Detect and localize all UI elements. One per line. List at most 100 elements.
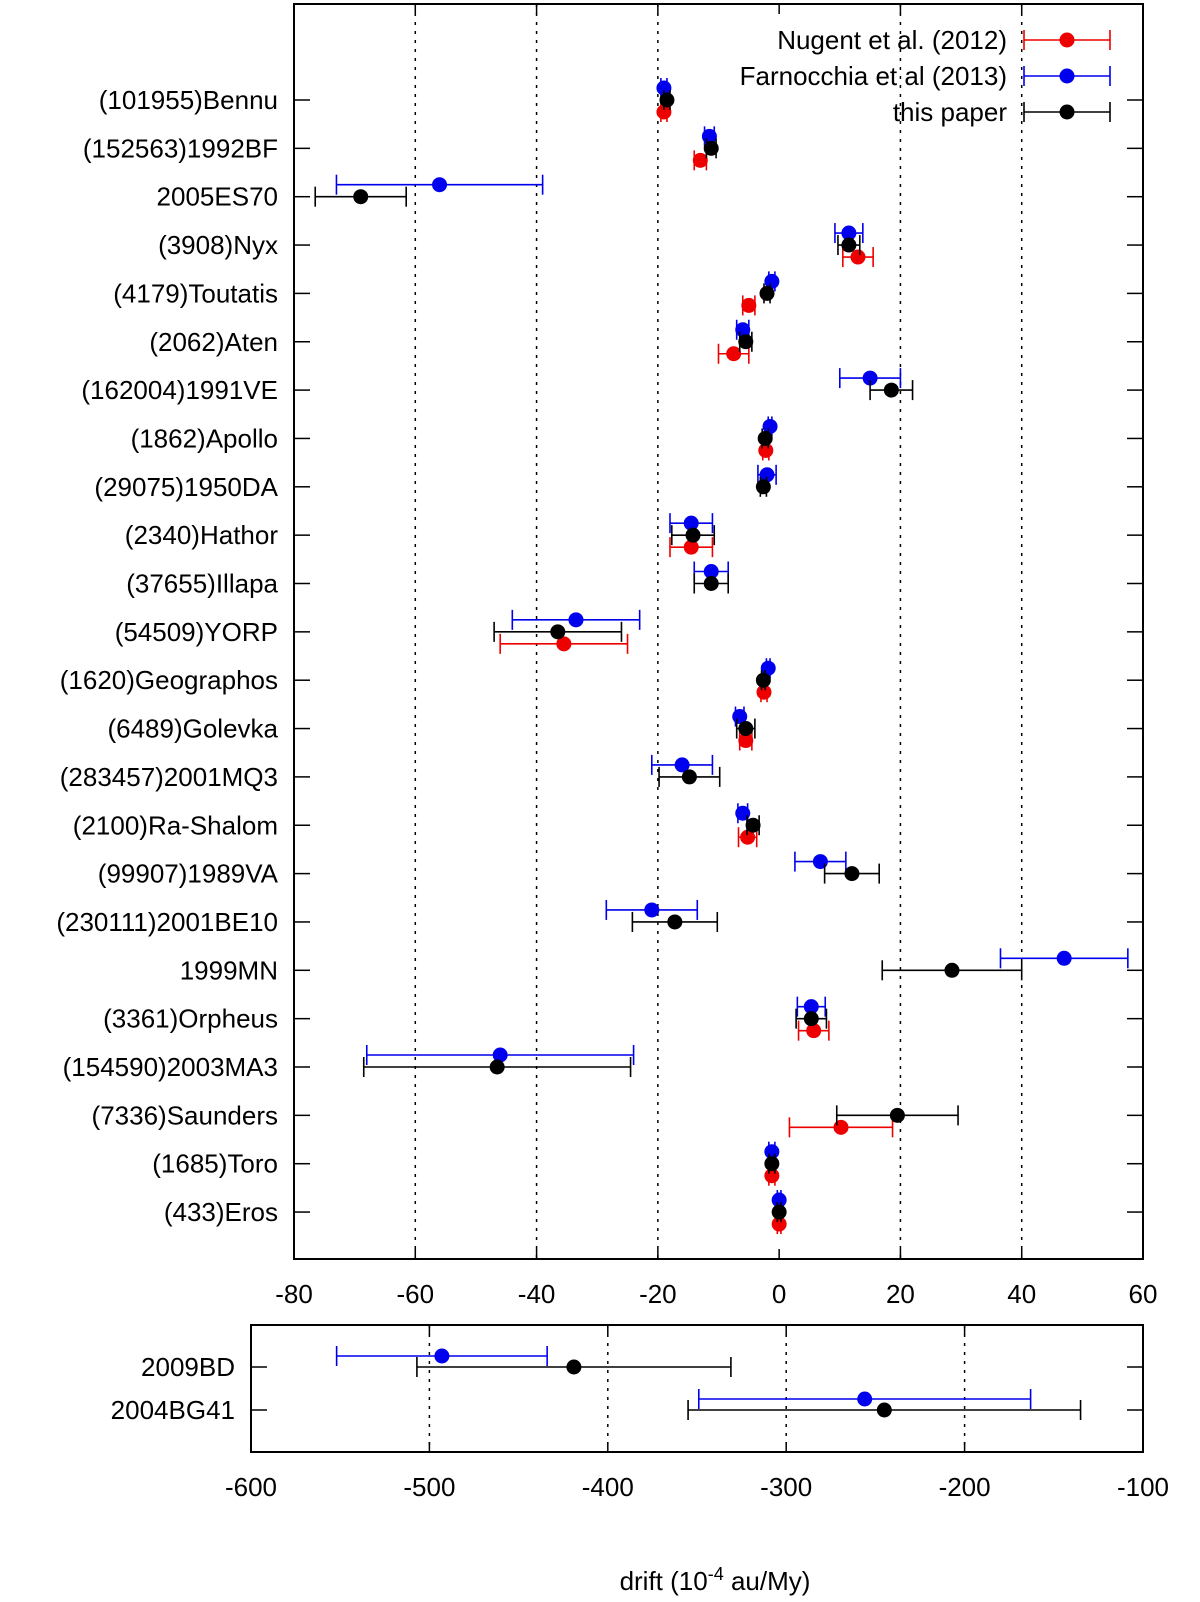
top-this_paper-point [353,189,369,205]
bottom-farnocchia-point [857,1391,873,1407]
top-nugent-point [738,733,754,749]
top-this_paper-point [745,817,761,833]
bottom-x-tick-label: -600 [225,1472,277,1502]
top-farnocchia-point [703,564,719,579]
top-nugent-point [726,346,742,362]
top-farnocchia-point [771,1192,787,1208]
top-this_paper-point [841,237,857,253]
top-nugent-point [756,684,772,700]
top-x-tick-label: -60 [396,1279,434,1309]
top-y-tick-label: (37655)Illapa [126,569,278,599]
top-nugent-point [833,1119,849,1135]
top-farnocchia-point [812,854,828,870]
top-y-tick-label: (54509)YORP [115,617,278,647]
top-y-tick-label: (99907)1989VA [98,859,279,889]
legend-marker [1059,104,1075,120]
top-y-tick-label: (3361)Orpheus [103,1004,278,1034]
top-this_paper-point [803,1011,819,1027]
top-y-tick-label: (2340)Hathor [125,520,279,550]
top-x-tick-label: 20 [886,1279,915,1309]
legend-marker [1059,68,1075,84]
top-nugent-point [771,1216,787,1232]
top-this_paper-point [703,576,719,591]
legend-label: Nugent et al. (2012) [777,25,1007,55]
top-y-tick-label: (6489)Golevka [107,714,278,744]
top-this_paper-point [703,140,719,156]
top-nugent-point [741,297,757,313]
top-nugent-point [656,104,672,120]
top-farnocchia-point [759,467,775,483]
bottom-y-tick-label: 2004BG41 [111,1395,235,1425]
top-y-tick-label: (283457)2001MQ3 [60,762,278,792]
top-farnocchia-point [492,1047,508,1063]
top-farnocchia-point [803,999,819,1015]
top-y-tick-label: 2005ES70 [157,182,278,212]
top-farnocchia-point [683,515,699,531]
top-this_paper-point [755,672,771,688]
top-y-tick-label: (1620)Geographos [60,665,278,695]
top-this_paper-point [844,866,860,882]
top-this_paper-point [755,479,771,495]
top-nugent-point [692,152,708,168]
bottom-x-tick-label: -100 [1117,1472,1169,1502]
top-this_paper-point [667,914,683,930]
top-this_paper-point [771,1204,787,1220]
top-y-tick-label: (4179)Toutatis [113,278,278,308]
top-farnocchia-point [432,177,448,193]
top-this_paper-point [659,92,675,108]
top-y-tick-label: (1685)Toro [152,1149,278,1179]
x-axis-label: drift (10-4 au/My) [620,1564,811,1596]
top-this_paper-point [757,430,773,446]
top-farnocchia-point [841,225,857,241]
legend-marker [1059,32,1075,48]
top-this_paper-point [889,1107,905,1123]
top-this_paper-point [764,1156,780,1172]
top-y-tick-label: 1999MN [180,955,278,985]
bottom-x-tick-label: -200 [939,1472,991,1502]
bottom-farnocchia-point [434,1348,450,1364]
top-y-tick-label: (29075)1950DA [94,472,278,502]
x-axis-label-tail: au/My) [724,1566,811,1596]
top-x-tick-label: 0 [772,1279,786,1309]
top-y-tick-label: (154590)2003MA3 [63,1052,278,1082]
x-axis-label-head: drift (10 [620,1566,708,1596]
bottom-frame [250,1324,1144,1453]
x-axis-label-sup: -4 [708,1564,724,1584]
top-x-tick-label: 60 [1129,1279,1158,1309]
top-frame [293,3,1144,1260]
top-y-tick-label: (152563)1992BF [83,133,278,163]
legend-label: Farnocchia et al (2013) [740,61,1007,91]
top-y-tick-label: (7336)Saunders [92,1100,278,1130]
legend-label: this paper [893,97,1008,127]
top-nugent-point [556,636,572,652]
panel-top: -80 -60 -40 -20 0 20 40 60 (101955)Bennu (152563)… [56,3,1158,1309]
top-y-tick-label: (2062)Aten [149,327,278,357]
top-y-tick-label: (230111)2001BE10 [56,907,278,937]
top-farnocchia-point [862,370,878,386]
top-y-tick-label: (162004)1991VE [81,375,278,405]
top-this_paper-point [944,962,960,978]
bottom-y-tick-label: 2009BD [141,1352,235,1382]
top-y-tick-label: (1862)Apollo [131,423,278,453]
top-y-tick-label: (433)Eros [164,1197,278,1227]
top-nugent-point [806,1023,822,1039]
top-farnocchia-point [568,612,584,628]
top-farnocchia-point [762,418,778,434]
legend: Nugent et al. (2012) Farnocchia et al (20… [740,25,1111,127]
top-y-tick-label: (101955)Bennu [99,85,278,115]
top-this_paper-point [685,527,701,543]
top-y-tick-label: (2100)Ra-Shalom [73,810,278,840]
bottom-this_paper-point [566,1359,582,1375]
top-farnocchia-point [735,805,751,821]
top-nugent-point [740,829,756,845]
top-x-tick-label: -40 [518,1279,556,1309]
top-this_paper-point [681,769,697,785]
bottom-x-tick-label: -300 [760,1472,812,1502]
top-farnocchia-point [656,80,672,96]
bottom-this_paper-point [876,1402,892,1418]
top-this_paper-point [738,721,754,737]
top-farnocchia-point [644,902,660,918]
top-x-tick-label: 40 [1007,1279,1036,1309]
top-y-tick-label: (3908)Nyx [158,230,278,260]
